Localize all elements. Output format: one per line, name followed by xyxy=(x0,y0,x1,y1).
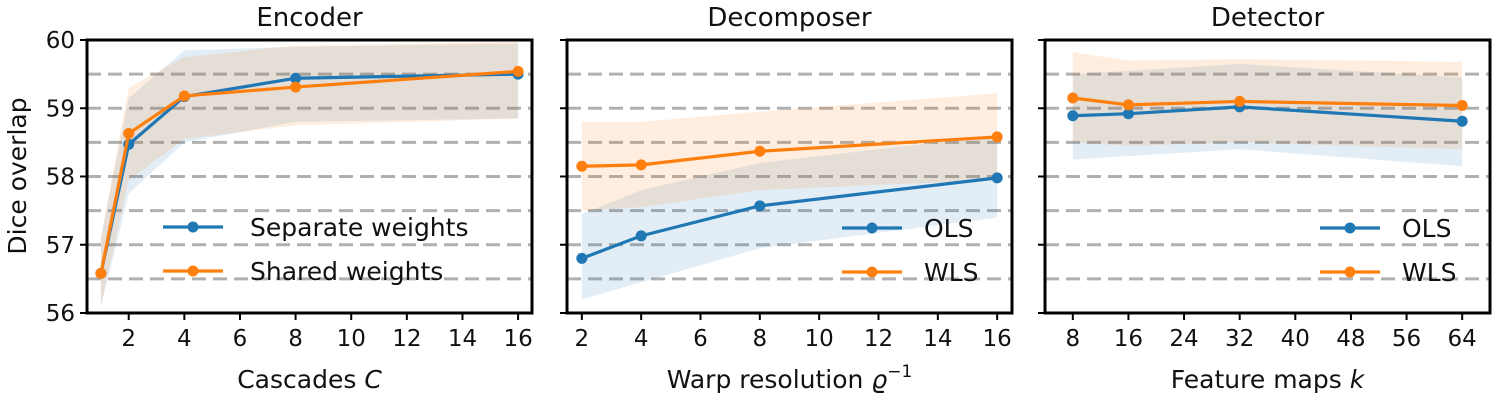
legend-label: Shared weights xyxy=(250,257,443,286)
x-tick-label: 64 xyxy=(1448,326,1477,352)
band-ols xyxy=(581,135,998,300)
x-tick-label: 16 xyxy=(1114,326,1143,352)
band-shared-weights xyxy=(100,42,519,307)
x-tick-label: 14 xyxy=(923,326,952,352)
x-tick-label: 32 xyxy=(1225,326,1254,352)
x-axis-label: Feature maps k xyxy=(1171,365,1366,394)
data-point-ols xyxy=(991,172,1003,184)
x-tick-label: 2 xyxy=(121,326,136,352)
legend-label: WLS xyxy=(924,258,979,287)
data-point-shared-weights xyxy=(178,90,190,102)
panel-decomposer: 2 4 6 8 10 12 14 16 Decomposer Warp resolution ϱ−… xyxy=(560,3,1014,394)
data-point-wls xyxy=(1456,100,1468,112)
data-point-shared-weights xyxy=(95,267,107,279)
data-point-ols xyxy=(576,252,588,264)
legend-label: Separate weights xyxy=(250,213,468,242)
y-axis-label: Dice overlap xyxy=(3,97,32,254)
data-point-ols xyxy=(1122,108,1134,120)
x-tick-label: 16 xyxy=(503,326,532,352)
legend-marker xyxy=(1344,266,1356,278)
data-point-wls xyxy=(991,131,1003,143)
data-point-separate-weights xyxy=(290,72,302,84)
x-tick-label: 8 xyxy=(288,326,303,352)
data-point-wls xyxy=(1122,99,1134,111)
x-tick-label: 40 xyxy=(1281,326,1310,352)
x-tick-label: 48 xyxy=(1336,326,1365,352)
x-tick-label: 14 xyxy=(448,326,477,352)
series-line-wls xyxy=(1072,96,1463,108)
x-tick-label: 4 xyxy=(177,326,192,352)
legend-marker xyxy=(866,222,878,234)
legend-marker xyxy=(187,221,199,233)
y-tick-label: 58 xyxy=(46,165,75,191)
legend-marker xyxy=(1344,222,1356,234)
legend-label: WLS xyxy=(1402,258,1457,287)
data-point-ols xyxy=(635,230,647,242)
data-point-shared-weights xyxy=(512,65,524,77)
legend-marker xyxy=(187,265,199,277)
x-tick-label: 16 xyxy=(983,326,1012,352)
band-wls xyxy=(581,93,998,211)
data-point-wls xyxy=(576,160,588,172)
panel-title: Detector xyxy=(1211,3,1325,33)
data-point-wls xyxy=(1234,95,1246,107)
x-tick-label: 6 xyxy=(233,326,248,352)
x-tick-label: 56 xyxy=(1392,326,1421,352)
series-line-ols xyxy=(581,176,998,260)
legend-label: OLS xyxy=(924,214,973,243)
y-tick-label: 60 xyxy=(46,28,75,54)
x-tick-label: 4 xyxy=(634,326,649,352)
data-point-ols xyxy=(1456,115,1468,127)
data-point-wls xyxy=(754,145,766,157)
band-separate-weights xyxy=(100,43,519,307)
x-tick-label: 8 xyxy=(1065,326,1080,352)
x-tick-label: 24 xyxy=(1169,326,1198,352)
panel-detector: 8 16 24 32 40 48 56 64 Detector Feature maps k OLS… xyxy=(1038,3,1492,394)
panel-title: Encoder xyxy=(256,3,363,33)
data-point-shared-weights xyxy=(290,81,302,93)
x-tick-label: 12 xyxy=(864,326,893,352)
x-tick-label: 2 xyxy=(575,326,590,352)
series-line-wls xyxy=(581,135,998,168)
y-tick-label: 56 xyxy=(46,301,75,327)
y-tick-label: 59 xyxy=(46,96,75,122)
x-tick-label: 8 xyxy=(753,326,768,352)
data-point-ols xyxy=(754,200,766,212)
x-axis-label: Cascades C xyxy=(237,365,382,394)
panel-title: Decomposer xyxy=(707,3,871,33)
x-tick-label: 12 xyxy=(392,326,421,352)
data-point-wls xyxy=(635,159,647,171)
x-tick-label: 10 xyxy=(805,326,834,352)
x-tick-label: 10 xyxy=(337,326,366,352)
data-point-shared-weights xyxy=(123,128,135,140)
data-point-wls xyxy=(1067,92,1079,104)
legend-label: OLS xyxy=(1402,214,1451,243)
data-point-ols xyxy=(1067,110,1079,122)
x-axis-label: Warp resolution ϱ−1 xyxy=(667,362,913,394)
x-tick-label: 6 xyxy=(693,326,708,352)
y-tick-label: 57 xyxy=(46,233,75,259)
band-ols xyxy=(1072,63,1463,167)
legend-marker xyxy=(866,266,878,278)
panel-encoder: 2 4 6 8 10 12 14 16 56 57 58 59 60 Encoder Cascades C S… xyxy=(46,3,534,394)
series-line-ols xyxy=(1072,105,1463,123)
